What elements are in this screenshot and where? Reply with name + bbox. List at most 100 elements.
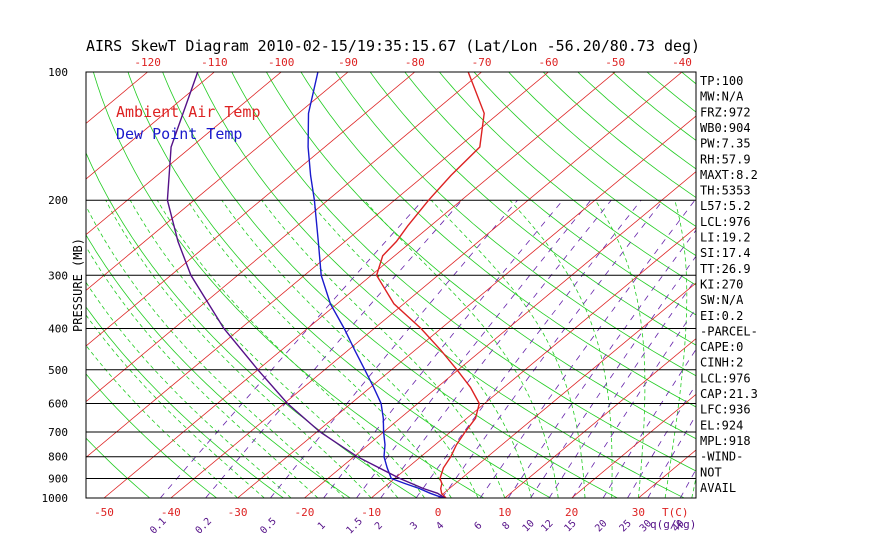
isotherm [504, 338, 696, 498]
mixing-ratio-tick-labels: 0.1 0.2 0.5 1 1.5 2 3 4 6 8 10 12 15 20 25 30 40 [148, 516, 686, 537]
profile-lines [166, 72, 485, 498]
dry-adiabat [86, 373, 217, 498]
mixing-ratio-tick-label: 1 [316, 520, 328, 532]
dry-adiabat [577, 72, 696, 170]
mixing-ratio-tick-label: 12 [539, 518, 555, 534]
isobars [86, 72, 696, 498]
bottom-temp-tick-label: -50 [94, 506, 114, 519]
pressure-tick-label: 700 [48, 426, 68, 439]
ambient-temp-line [375, 72, 485, 498]
index-label: LCL:976 [700, 371, 751, 385]
index-label: LFC:936 [700, 403, 751, 417]
moist-adiabat [86, 245, 319, 498]
mixing-ratio-line [205, 199, 463, 498]
isotherm [237, 115, 696, 498]
moist-adiabat [594, 199, 646, 498]
top-temp-tick-label: -90 [338, 56, 358, 69]
dry-adiabat [127, 72, 551, 498]
dry-adiabat [369, 72, 696, 346]
mixing-ratio-tick-label: 15 [562, 518, 578, 534]
index-label: KI:270 [700, 278, 743, 292]
bottom-temp-tick-label: 10 [498, 506, 511, 519]
pressure-tick-label: 100 [48, 66, 68, 79]
mixing-ratio-line [507, 229, 696, 498]
bottom-temp-tick-label: -40 [161, 506, 181, 519]
bottom-temp-tick-label: 30 [632, 506, 645, 519]
index-label: -PARCEL- [700, 324, 758, 338]
index-label: TP:100 [700, 74, 743, 88]
isotherms [86, 72, 870, 498]
index-label: AVAIL [700, 481, 736, 495]
dry-adiabat [86, 306, 284, 498]
dry-adiabat [404, 72, 696, 316]
parcel-line [166, 72, 446, 498]
mixing-ratio-unit-label: q(g/kg) [650, 518, 696, 531]
y-axis-label: PRESSURE (MB) [71, 238, 85, 332]
plot-frame [85, 71, 697, 499]
pressure-tick-label: 500 [48, 364, 68, 377]
isotherm [304, 171, 696, 498]
index-label: TH:5353 [700, 184, 751, 198]
dry-adiabat [820, 72, 870, 498]
temperature-unit-label: T(C) [662, 506, 689, 519]
dry-adiabat [855, 72, 870, 498]
mixing-ratio-tick-label: 10 [521, 518, 537, 534]
plot-area [0, 72, 870, 498]
moist-adiabat [308, 199, 532, 498]
index-label: MW:N/A [700, 90, 744, 104]
isotherm [86, 72, 282, 236]
mixing-ratio-tick-label: 1.5 [344, 516, 365, 537]
isotherm [103, 72, 616, 498]
index-label: NOT [700, 465, 722, 479]
isotherm [86, 72, 416, 347]
legend-ambient: Ambient Air Temp [116, 103, 261, 121]
isotherm [772, 72, 870, 498]
top-temp-tick-label: -70 [472, 56, 492, 69]
top-temp-tick-label: -40 [672, 56, 692, 69]
moist-adiabat [221, 199, 479, 498]
bottom-temp-tick-label: 0 [435, 506, 442, 519]
mixing-ratio-tick-label: 0.1 [148, 516, 169, 537]
top-temp-tick-label: -110 [201, 56, 228, 69]
index-label: SI:17.4 [700, 246, 751, 260]
index-label: TT:26.9 [700, 262, 751, 276]
dry-adiabat [93, 72, 485, 498]
dry-adiabat [162, 72, 618, 498]
mixing-ratio-tick-label: 6 [472, 520, 484, 532]
bottom-temp-tick-label: -10 [361, 506, 381, 519]
mixing-ratio-line [415, 199, 642, 498]
mixing-ratio-lines [159, 199, 696, 498]
pressure-tick-label: 800 [48, 451, 68, 464]
mixing-ratio-tick-label: 4 [434, 520, 446, 532]
index-label: FRZ:972 [700, 105, 751, 119]
mixing-ratio-tick-label: 25 [618, 518, 634, 534]
index-label: CAP:21.3 [700, 387, 758, 401]
top-temp-tick-label: -60 [538, 56, 558, 69]
index-label: MPL:918 [700, 434, 751, 448]
pressure-tick-label: 400 [48, 323, 68, 336]
dry-adiabat [0, 72, 16, 498]
dry-adiabat [300, 72, 696, 408]
index-label: LI:19.2 [700, 231, 751, 245]
index-label: SW:N/A [700, 293, 744, 307]
pressure-tick-label: 300 [48, 269, 68, 282]
mixing-ratio-line [323, 199, 564, 498]
dry-adiabat [542, 72, 696, 199]
pressure-tick-label: 600 [48, 398, 68, 411]
pressure-tick-label: 200 [48, 194, 68, 207]
index-label: RH:57.9 [700, 152, 751, 166]
dry-adiabat [646, 72, 696, 113]
dry-adiabat [785, 72, 870, 498]
index-label: CAPE:0 [700, 340, 743, 354]
dew-point-line [307, 72, 444, 498]
bottom-temp-tick-label: -20 [294, 506, 314, 519]
mixing-ratio-tick-label: 0.2 [194, 516, 215, 537]
isotherm [437, 282, 696, 498]
dry-adiabat [508, 72, 696, 227]
pressure-tick-label: 1000 [42, 492, 69, 505]
moist-adiabat [86, 344, 238, 498]
top-temp-tick-label: -50 [605, 56, 625, 69]
index-label: EI:0.2 [700, 309, 743, 323]
